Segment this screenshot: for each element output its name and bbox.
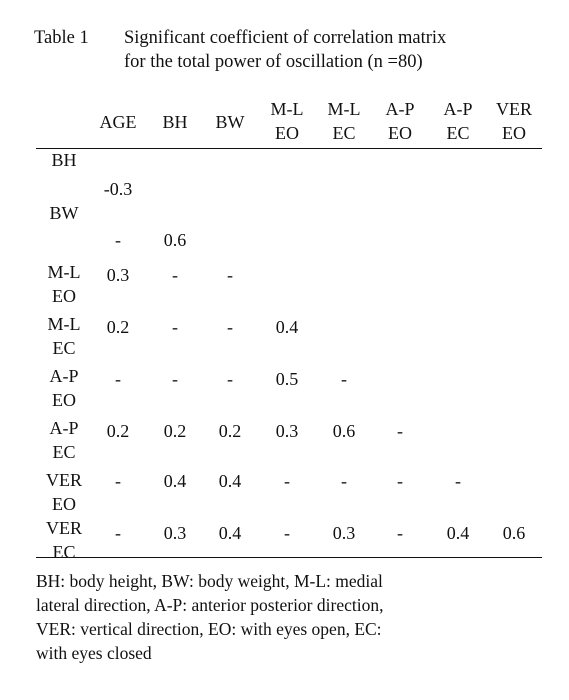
row-label: BW (49, 203, 79, 223)
row-label: A-P EC (49, 418, 79, 462)
matrix-cell: - (227, 265, 233, 285)
matrix-cell: - (284, 523, 290, 543)
matrix-cell: - (115, 369, 121, 389)
column-header: AGE (99, 112, 137, 132)
matrix-cell: - (397, 523, 403, 543)
matrix-cell: - (397, 471, 403, 491)
bottom-rule (36, 557, 542, 558)
matrix-cell: 0.4 (218, 471, 242, 491)
matrix-cell: 0.6 (163, 230, 187, 250)
matrix-cell: - (227, 317, 233, 337)
matrix-cell: -0.3 (103, 179, 133, 199)
matrix-cell: - (115, 523, 121, 543)
footnote-line-1: BH: body height, BW: body weight, M-L: m… (36, 571, 383, 591)
column-header: BH (162, 112, 188, 132)
header-rule (36, 148, 542, 149)
matrix-cell: 0.4 (275, 317, 299, 337)
matrix-cell: 0.4 (218, 523, 242, 543)
table-title-line-1: Significant coefficient of correlation m… (124, 28, 447, 48)
row-label: M-L EO (47, 262, 81, 306)
column-header: A-P EC (443, 99, 473, 143)
row-label: A-P EO (49, 366, 79, 410)
matrix-cell: 0.4 (163, 471, 187, 491)
matrix-cell: 0.6 (502, 523, 526, 543)
matrix-cell: 0.5 (275, 369, 299, 389)
column-header: VER EO (496, 99, 532, 143)
matrix-cell: - (284, 471, 290, 491)
matrix-cell: 0.3 (163, 523, 187, 543)
footnote-line-3: VER: vertical direction, EO: with eyes o… (36, 619, 382, 639)
row-label: M-L EC (47, 314, 81, 358)
matrix-cell: - (172, 265, 178, 285)
matrix-cell: 0.6 (332, 421, 356, 441)
matrix-cell: 0.2 (106, 421, 130, 441)
matrix-cell: - (227, 369, 233, 389)
footnote-line-2: lateral direction, A-P: anterior posteri… (36, 595, 384, 615)
matrix-cell: 0.2 (106, 317, 130, 337)
table-label: Table 1 (34, 28, 89, 48)
matrix-cell: - (341, 369, 347, 389)
matrix-cell: - (115, 230, 121, 250)
table-title-line-2: for the total power of oscillation (n =8… (124, 52, 423, 72)
matrix-cell: 0.2 (218, 421, 242, 441)
matrix-cell: - (115, 471, 121, 491)
table-footnote: BH: body height, BW: body weight, M-L: m… (36, 569, 544, 665)
matrix-cell: - (172, 369, 178, 389)
matrix-cell: - (172, 317, 178, 337)
matrix-cell: 0.2 (163, 421, 187, 441)
row-label: VER EO (46, 470, 82, 514)
matrix-cell: - (341, 471, 347, 491)
matrix-cell: 0.3 (332, 523, 356, 543)
footnote-line-4: with eyes closed (36, 643, 152, 663)
matrix-cell: - (455, 471, 461, 491)
column-header: M-L EO (270, 99, 304, 143)
matrix-cell: 0.3 (106, 265, 130, 285)
matrix-cell: 0.3 (275, 421, 299, 441)
column-header: BW (215, 112, 245, 132)
row-label: BH (51, 150, 77, 170)
column-header: A-P EO (385, 99, 415, 143)
matrix-cell: - (397, 421, 403, 441)
matrix-cell: 0.4 (446, 523, 470, 543)
column-header: M-L EC (327, 99, 361, 143)
